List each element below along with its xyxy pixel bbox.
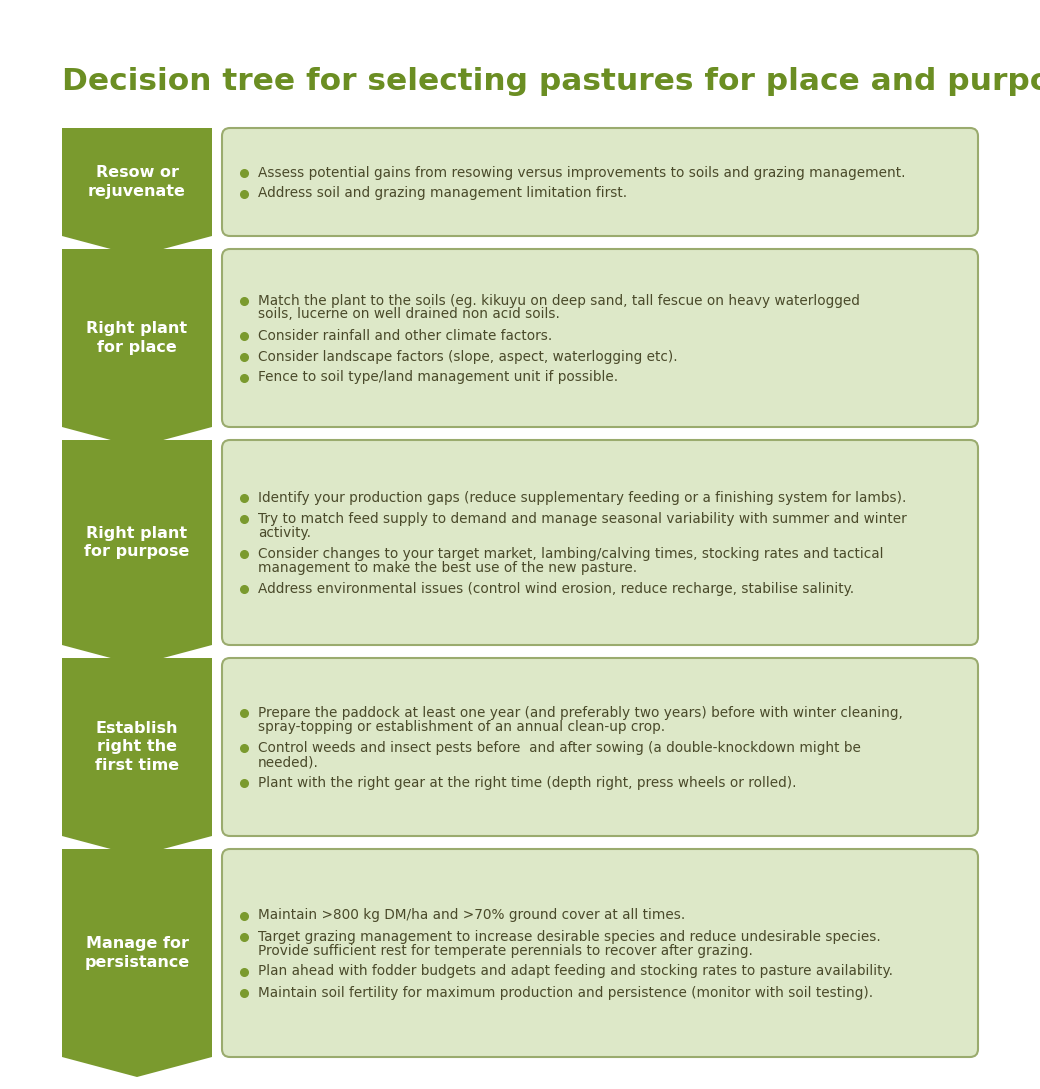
FancyBboxPatch shape [222, 440, 978, 645]
Text: Plan ahead with fodder budgets and adapt feeding and stocking rates to pasture a: Plan ahead with fodder budgets and adapt… [258, 965, 893, 979]
Text: Control weeds and insect pests before  and after sowing (a double-knockdown migh: Control weeds and insect pests before an… [258, 741, 861, 755]
Text: Decision tree for selecting pastures for place and purpose: Decision tree for selecting pastures for… [62, 68, 1040, 97]
Text: Target grazing management to increase desirable species and reduce undesirable s: Target grazing management to increase de… [258, 930, 881, 943]
FancyBboxPatch shape [222, 849, 978, 1057]
Polygon shape [62, 440, 212, 665]
Text: spray-topping or establishment of an annual clean-up crop.: spray-topping or establishment of an ann… [258, 720, 666, 734]
Polygon shape [62, 658, 212, 856]
Text: Try to match feed supply to demand and manage seasonal variability with summer a: Try to match feed supply to demand and m… [258, 512, 907, 526]
Text: needed).: needed). [258, 755, 319, 769]
Text: Right plant
for purpose: Right plant for purpose [84, 526, 189, 560]
Text: Consider landscape factors (slope, aspect, waterlogging etc).: Consider landscape factors (slope, aspec… [258, 350, 678, 364]
Text: Right plant
for place: Right plant for place [86, 321, 187, 355]
Text: Maintain soil fertility for maximum production and persistence (monitor with soi: Maintain soil fertility for maximum prod… [258, 986, 874, 1000]
Text: soils, lucerne on well drained non acid soils.: soils, lucerne on well drained non acid … [258, 307, 560, 321]
Text: Consider rainfall and other climate factors.: Consider rainfall and other climate fact… [258, 329, 552, 343]
Text: Maintain >800 kg DM/ha and >70% ground cover at all times.: Maintain >800 kg DM/ha and >70% ground c… [258, 908, 685, 922]
Text: Assess potential gains from resowing versus improvements to soils and grazing ma: Assess potential gains from resowing ver… [258, 166, 906, 180]
Polygon shape [62, 249, 212, 446]
Text: Consider changes to your target market, lambing/calving times, stocking rates an: Consider changes to your target market, … [258, 547, 884, 561]
Text: Establish
right the
first time: Establish right the first time [95, 721, 179, 773]
FancyBboxPatch shape [222, 249, 978, 427]
Text: management to make the best use of the new pasture.: management to make the best use of the n… [258, 561, 638, 575]
Text: Address soil and grazing management limitation first.: Address soil and grazing management limi… [258, 186, 627, 200]
Text: Match the plant to the soils (eg. kikuyu on deep sand, tall fescue on heavy wate: Match the plant to the soils (eg. kikuyu… [258, 294, 860, 307]
Polygon shape [62, 129, 212, 256]
Polygon shape [62, 849, 212, 1077]
Text: Fence to soil type/land management unit if possible.: Fence to soil type/land management unit … [258, 370, 618, 384]
Text: Manage for
persistance: Manage for persistance [84, 937, 189, 970]
Text: Prepare the paddock at least one year (and preferably two years) before with win: Prepare the paddock at least one year (a… [258, 706, 903, 720]
Text: Resow or
rejuvenate: Resow or rejuvenate [88, 166, 186, 199]
FancyBboxPatch shape [222, 658, 978, 836]
Text: activity.: activity. [258, 526, 311, 540]
Text: Provide sufficient rest for temperate perennials to recover after grazing.: Provide sufficient rest for temperate pe… [258, 943, 753, 957]
Text: Plant with the right gear at the right time (depth right, press wheels or rolled: Plant with the right gear at the right t… [258, 776, 797, 790]
Text: Address environmental issues (control wind erosion, reduce recharge, stabilise s: Address environmental issues (control wi… [258, 582, 854, 596]
Text: Identify your production gaps (reduce supplementary feeding or a finishing syste: Identify your production gaps (reduce su… [258, 491, 907, 505]
FancyBboxPatch shape [222, 129, 978, 236]
